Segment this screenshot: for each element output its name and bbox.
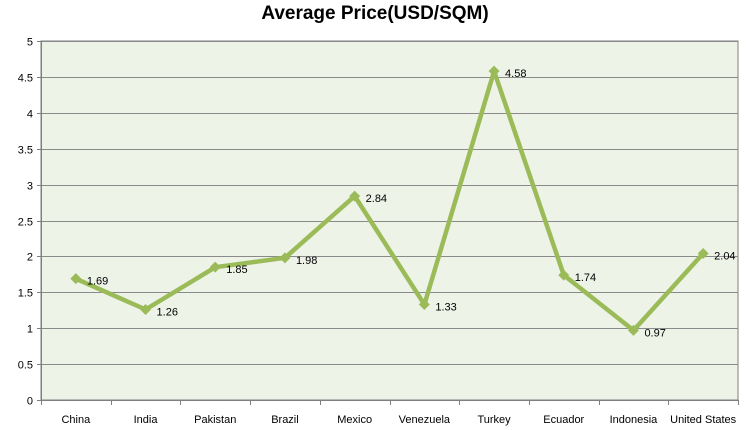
data-point-marker	[349, 190, 361, 202]
y-tick-label: 3	[27, 181, 33, 193]
data-point-marker	[627, 324, 639, 336]
y-tick-label: 4	[27, 109, 33, 121]
x-tick-label: Pakistan	[194, 414, 236, 426]
data-label: 1.85	[226, 264, 247, 276]
y-tick-label: 0.5	[18, 360, 33, 372]
data-point-marker	[140, 304, 152, 316]
y-tick-label: 0	[27, 396, 33, 408]
data-point-marker	[558, 269, 570, 281]
data-label: 1.69	[87, 276, 108, 288]
data-point-marker	[697, 248, 709, 260]
data-label: 1.33	[435, 302, 456, 314]
x-tick-label: Venezuela	[399, 414, 451, 426]
chart-title: Average Price(USD/SQM)	[261, 3, 489, 24]
y-tick-label: 4.5	[18, 73, 33, 85]
x-tick-label: Indonesia	[610, 414, 659, 426]
data-point-marker	[488, 65, 500, 77]
y-tick-label: 1.5	[18, 288, 33, 300]
data-point-marker	[418, 299, 430, 311]
series-line	[73, 68, 706, 333]
y-tick-label: 3.5	[18, 145, 33, 157]
x-tick-label: United States	[670, 414, 737, 426]
data-label: 1.98	[296, 255, 317, 267]
x-tick-label: Turkey	[477, 414, 511, 426]
x-tick-label: China	[61, 414, 91, 426]
plot-area	[40, 40, 739, 401]
x-tick-label: Brazil	[271, 414, 299, 426]
x-tick-label: India	[134, 414, 159, 426]
data-point-marker	[209, 261, 221, 273]
y-tick-label: 2.5	[18, 217, 33, 229]
data-point-marker	[70, 273, 82, 285]
data-label: 0.97	[644, 327, 665, 339]
y-tick-label: 2	[27, 252, 33, 264]
x-tick-label: Ecuador	[543, 414, 584, 426]
x-tick-label: Mexico	[337, 414, 372, 426]
data-label: 2.84	[366, 193, 387, 205]
data-label: 2.04	[714, 251, 735, 263]
data-point-marker	[279, 252, 291, 264]
y-tick-label: 1	[27, 324, 33, 336]
y-tick-label: 5	[27, 37, 33, 49]
data-label: 4.58	[505, 68, 526, 80]
data-label: 1.26	[157, 307, 178, 319]
data-label: 1.74	[575, 272, 596, 284]
